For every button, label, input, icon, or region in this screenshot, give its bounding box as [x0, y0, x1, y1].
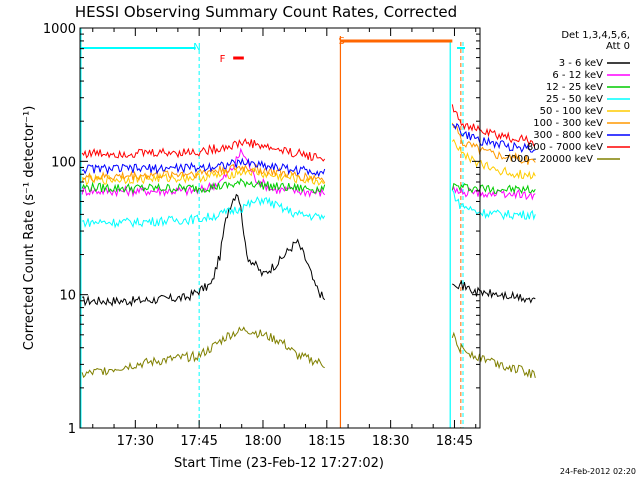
series-50-100-kev-b	[451, 138, 536, 180]
series-layer	[81, 104, 536, 379]
series-7000-20000-kev-a	[81, 326, 325, 379]
series-3-6-kev-a	[82, 193, 326, 307]
series-25-50-kev-a	[81, 196, 326, 229]
x-tick-label: 17:30	[117, 434, 154, 449]
marker-f: F	[220, 54, 226, 65]
legend-label: 25 - 50 keV	[546, 94, 603, 105]
series-800-7000-kev-b	[451, 104, 536, 147]
y-tick-label: 100	[51, 155, 76, 170]
x-tick-label: 18:00	[244, 434, 281, 449]
series-25-50-kev-b	[451, 189, 536, 221]
series-800-7000-kev-a	[81, 138, 326, 162]
legend-header: Det 1,3,4,5,6,	[561, 30, 630, 41]
y-tick-label: 1000	[43, 22, 76, 37]
footer-date: 24-Feb-2012 02:20	[560, 467, 636, 476]
legend-label: 12 - 25 keV	[546, 82, 603, 93]
x-tick-label: 18:30	[372, 434, 409, 449]
y-axis-label: Corrected Count Rate (s⁻¹ detector⁻¹)	[22, 106, 37, 351]
legend-label: 100 - 300 keV	[533, 118, 603, 129]
chart-title: HESSI Observing Summary Count Rates, Cor…	[75, 3, 457, 21]
series-7000-20000-kev-b	[451, 331, 536, 379]
legend-label: 800 - 7000 keV	[527, 142, 603, 153]
legend-label: 50 - 100 keV	[540, 106, 604, 117]
marker-n: N	[193, 42, 200, 53]
y-tick-label: 10	[59, 289, 76, 304]
series-3-6-kev-b	[452, 279, 536, 304]
marker-s: S	[339, 36, 345, 47]
axes: 17:30 17:45 18:00 18:15 18:30 18:45 1 10 100 1000	[43, 22, 481, 449]
legend-label: 7000 - 20000 keV	[504, 154, 593, 165]
series-100-300-kev-a	[81, 163, 326, 184]
series-100-300-kev-b	[451, 122, 536, 165]
mode-overlays: N F S	[80, 28, 465, 428]
y-tick-label: 1	[68, 422, 76, 437]
x-axis-label: Start Time (23-Feb-12 17:27:02)	[174, 456, 384, 471]
plot-frame	[79, 27, 481, 429]
legend-label: 3 - 6 keV	[559, 58, 603, 69]
series-50-100-kev-a	[81, 167, 325, 186]
series-12-25-kev-a	[81, 177, 326, 195]
series-300-800-kev-a	[81, 157, 326, 178]
series-300-800-kev-b	[452, 122, 536, 154]
series-6-12-kev-b	[451, 185, 536, 201]
x-tick-label: 18:45	[436, 434, 473, 449]
series-12-25-kev-b	[451, 182, 536, 195]
series-6-12-kev-a	[81, 147, 326, 198]
legend-label: 6 - 12 keV	[552, 70, 603, 81]
x-tick-label: 18:15	[308, 434, 345, 449]
legend-label: 300 - 800 keV	[533, 130, 603, 141]
legend-header: Att 0	[606, 41, 630, 52]
x-tick-label: 17:45	[180, 434, 217, 449]
